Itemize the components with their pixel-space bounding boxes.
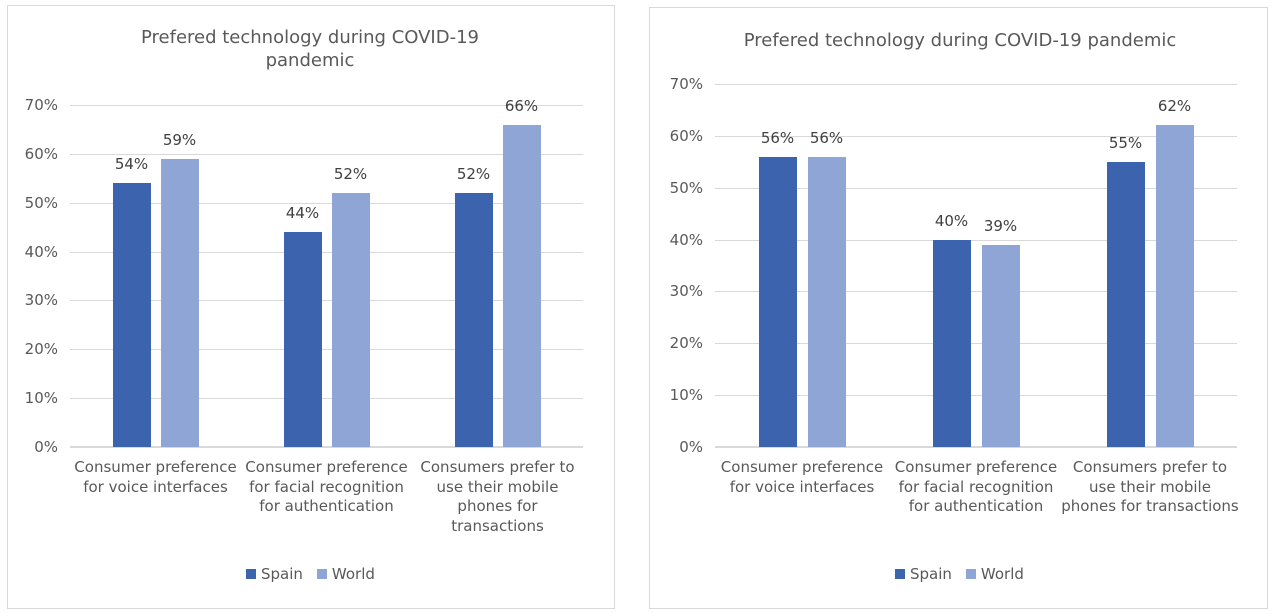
- legend-label: Spain: [910, 565, 952, 583]
- y-tick-label: 20%: [669, 334, 703, 353]
- bar-world: [807, 156, 846, 447]
- y-tick-label: 70%: [24, 96, 58, 114]
- data-label: 52%: [456, 164, 491, 183]
- data-label: 56%: [760, 128, 795, 147]
- category-label: Consumer preference for voice interfaces: [720, 458, 884, 496]
- gridline: [715, 84, 1237, 85]
- data-label: 52%: [333, 164, 368, 183]
- gridline: [70, 300, 583, 302]
- y-tick-label: 40%: [24, 242, 58, 261]
- legend-label: Spain: [261, 565, 303, 583]
- bar-world: [502, 124, 541, 447]
- bar-spain: [283, 232, 322, 447]
- bar-world: [981, 244, 1020, 447]
- data-label: 44%: [285, 204, 320, 223]
- bar-spain: [1106, 161, 1145, 447]
- legend-item-world: World: [965, 565, 1024, 583]
- bar-spain: [932, 239, 971, 447]
- legend-swatch: [316, 569, 327, 579]
- gridline: [70, 251, 583, 253]
- gridline: [70, 153, 583, 155]
- gridline: [715, 291, 1237, 293]
- legend-item-spain: Spain: [895, 565, 952, 583]
- y-tick-label: 60%: [669, 126, 703, 145]
- y-tick-label: 0%: [34, 438, 58, 456]
- y-tick-label: 50%: [669, 178, 703, 197]
- y-tick-label: 70%: [669, 75, 703, 93]
- legend-label: World: [980, 565, 1024, 583]
- y-tick-label: 60%: [24, 144, 58, 163]
- data-label: 40%: [934, 211, 969, 230]
- y-tick-label: 40%: [669, 230, 703, 249]
- gridline: [715, 187, 1237, 189]
- data-label: 59%: [162, 130, 197, 149]
- legend-swatch: [246, 569, 256, 579]
- chart-title: Prefered technology during COVID-19 pand…: [743, 30, 1177, 51]
- category-label: Consumer preference for facial recogniti…: [245, 458, 408, 515]
- bar-world: [331, 192, 370, 447]
- y-tick-label: 50%: [24, 193, 58, 212]
- gridline: [70, 202, 583, 204]
- category-label: Consumer preference for facial recogniti…: [894, 458, 1058, 515]
- gridline: [715, 395, 1237, 397]
- bar-world: [1155, 125, 1194, 447]
- gridline: [715, 343, 1237, 345]
- gridline: [70, 105, 583, 106]
- chart-title: Prefered technology during COVID-19 pand…: [140, 27, 480, 71]
- data-label: 56%: [809, 128, 844, 147]
- data-label: 66%: [504, 96, 539, 115]
- category-label: Consumers prefer to use their mobile pho…: [1061, 458, 1239, 515]
- gridline: [715, 239, 1237, 241]
- legend: Spain World: [895, 565, 1024, 583]
- legend-swatch: [895, 569, 905, 579]
- data-label: 55%: [1108, 133, 1143, 152]
- y-tick-label: 10%: [24, 389, 58, 408]
- legend-swatch: [965, 569, 976, 579]
- y-tick-label: 10%: [669, 386, 703, 405]
- data-label: 62%: [1157, 97, 1192, 116]
- x-axis-line: [715, 446, 1237, 448]
- y-tick-label: 30%: [669, 282, 703, 301]
- legend-label: World: [331, 565, 375, 583]
- bar-world: [160, 158, 199, 447]
- gridline: [70, 349, 583, 351]
- y-tick-label: 30%: [24, 291, 58, 310]
- y-tick-label: 20%: [24, 340, 58, 359]
- gridline: [715, 135, 1237, 137]
- category-label: Consumer preference for voice interfaces: [74, 458, 237, 496]
- legend: Spain World: [246, 565, 375, 583]
- bar-spain: [454, 192, 493, 447]
- data-label: 54%: [114, 155, 149, 174]
- category-label: Consumers prefer to use their mobile pho…: [420, 458, 575, 535]
- bar-spain: [112, 183, 151, 447]
- legend-item-spain: Spain: [246, 565, 303, 583]
- bar-spain: [758, 156, 797, 447]
- gridline: [70, 398, 583, 400]
- x-axis-line: [70, 446, 583, 448]
- y-tick-label: 0%: [679, 438, 703, 456]
- data-label: 39%: [983, 216, 1018, 235]
- legend-item-world: World: [316, 565, 375, 583]
